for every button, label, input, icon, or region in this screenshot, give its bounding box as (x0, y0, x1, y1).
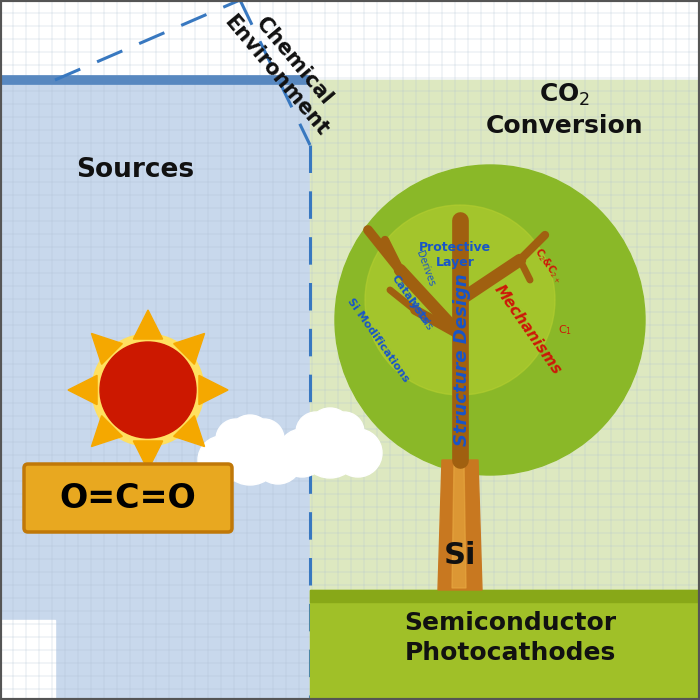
Circle shape (92, 334, 204, 446)
Text: Si Modifications: Si Modifications (345, 296, 411, 384)
Circle shape (216, 419, 256, 459)
Text: Sources: Sources (76, 157, 194, 183)
Circle shape (308, 408, 352, 452)
Circle shape (300, 418, 360, 478)
Circle shape (228, 415, 272, 459)
FancyBboxPatch shape (24, 464, 232, 532)
Bar (310, 590, 700, 602)
Polygon shape (92, 416, 122, 447)
Text: C$_1$: C$_1$ (558, 323, 572, 337)
Circle shape (335, 165, 645, 475)
Circle shape (365, 205, 555, 395)
Circle shape (334, 429, 382, 477)
Polygon shape (438, 460, 482, 590)
Text: C$_2$&C$_{2+}$: C$_2$&C$_{2+}$ (531, 244, 565, 286)
Text: CO$_2$
Conversion: CO$_2$ Conversion (486, 82, 644, 138)
Circle shape (100, 342, 196, 438)
Text: Chemical
Environment: Chemical Environment (220, 0, 350, 139)
Text: Structure Design: Structure Design (453, 274, 471, 447)
Circle shape (296, 412, 336, 452)
Text: Derives: Derives (414, 248, 436, 287)
Text: Metals: Metals (405, 297, 435, 333)
Bar (0, 0, 240, 80)
Polygon shape (174, 416, 204, 447)
Bar (310, 80, 700, 700)
Text: Protective
Layer: Protective Layer (419, 241, 491, 269)
Circle shape (220, 425, 280, 485)
Polygon shape (134, 310, 162, 339)
Text: Si: Si (444, 540, 476, 570)
Circle shape (324, 412, 364, 452)
Circle shape (198, 436, 246, 484)
Circle shape (254, 436, 302, 484)
Polygon shape (199, 375, 228, 405)
Text: Mechanisms: Mechanisms (491, 282, 564, 378)
Text: O=C=O: O=C=O (60, 482, 197, 514)
Text: Semiconductor
Photocathodes: Semiconductor Photocathodes (404, 611, 616, 665)
Circle shape (244, 419, 284, 459)
Polygon shape (452, 462, 466, 588)
Bar (0, 80, 700, 700)
Polygon shape (174, 333, 204, 364)
Polygon shape (92, 333, 122, 364)
Polygon shape (68, 375, 97, 405)
Bar (310, 590, 700, 700)
Circle shape (278, 429, 326, 477)
Bar (0, 620, 55, 700)
Polygon shape (134, 441, 162, 470)
Text: Catalysts: Catalysts (389, 274, 430, 327)
